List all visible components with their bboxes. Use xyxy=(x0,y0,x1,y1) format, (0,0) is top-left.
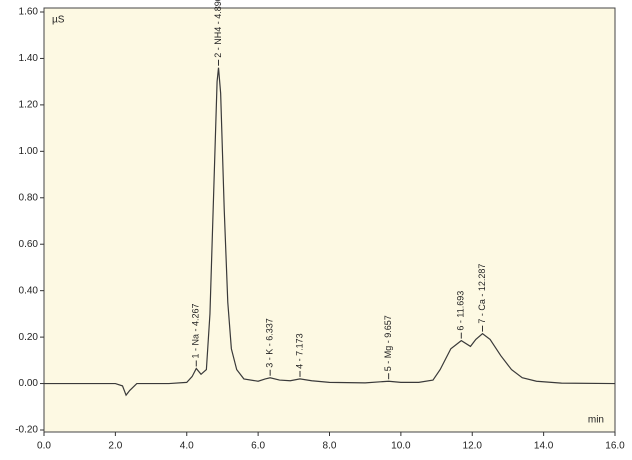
y-axis-label: µS xyxy=(52,15,65,26)
plot-area xyxy=(43,7,616,433)
x-tick-label: 6.0 xyxy=(251,441,265,452)
peak-label: 3 - K - 6.337 xyxy=(265,318,275,368)
y-tick-label: -0.20 xyxy=(15,425,38,436)
y-tick-label: 1.00 xyxy=(19,146,39,157)
x-tick-label: 4.0 xyxy=(180,441,194,452)
peak-label: 1 - Na - 4.267 xyxy=(191,303,201,358)
x-tick-label: 8.0 xyxy=(323,441,337,452)
y-tick-label: 0.60 xyxy=(19,239,39,250)
y-tick-label: 0.20 xyxy=(19,332,39,343)
peak-label: 7 - Ca - 12.287 xyxy=(477,264,487,324)
y-tick-label: 1.60 xyxy=(19,7,39,18)
x-tick-label: 10.0 xyxy=(391,441,411,452)
y-tick-label: 1.40 xyxy=(19,53,39,64)
y-tick-label: 0.00 xyxy=(19,378,39,389)
trace xyxy=(44,67,616,397)
x-tick-label: 14.0 xyxy=(534,441,554,452)
peak-label: 4 - 7.173 xyxy=(294,333,304,369)
x-tick-label: 2.0 xyxy=(108,441,122,452)
y-tick-label: 0.80 xyxy=(19,192,39,203)
peak-label: 2 - NH4 - 4.890 xyxy=(213,0,223,58)
x-tick-label: 0.0 xyxy=(37,441,51,452)
x-tick-label: 12.0 xyxy=(463,441,483,452)
peak-label: 6 - 11.693 xyxy=(456,291,466,331)
y-tick-label: 1.20 xyxy=(19,100,39,111)
x-tick-label: 16.0 xyxy=(605,441,625,452)
peak-label: 5 - Mg - 9.657 xyxy=(383,315,393,371)
x-axis-label: min xyxy=(588,415,604,426)
y-tick-label: 0.40 xyxy=(19,285,39,296)
